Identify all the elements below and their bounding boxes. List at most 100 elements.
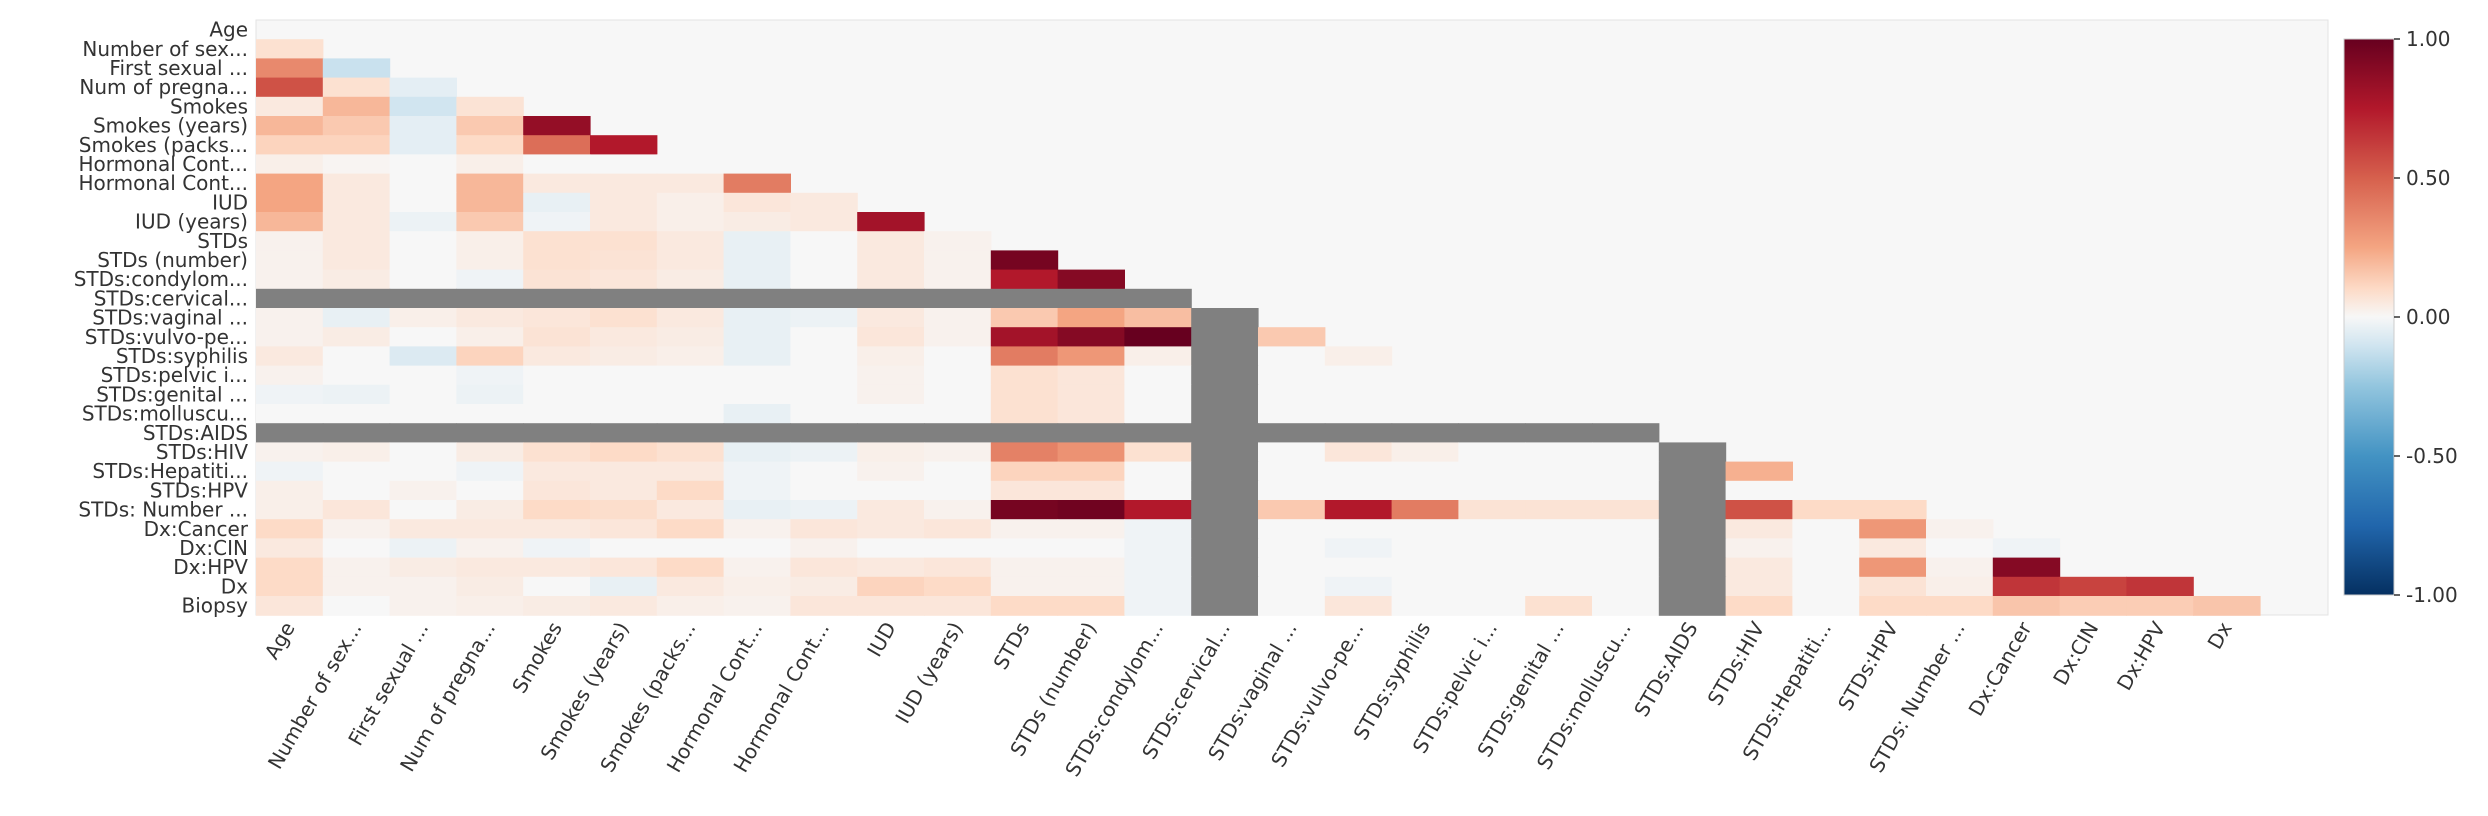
heatmap-cell bbox=[1592, 596, 1660, 616]
heatmap-cell bbox=[389, 96, 457, 117]
heatmap-cell bbox=[322, 96, 391, 117]
heatmap-cell bbox=[1057, 346, 1125, 367]
heatmap-cell bbox=[656, 442, 725, 463]
heatmap-cell bbox=[656, 480, 725, 501]
heatmap-cell bbox=[389, 576, 457, 597]
heatmap-cell bbox=[322, 557, 391, 578]
heatmap-cell bbox=[723, 480, 791, 501]
heatmap-cell bbox=[389, 384, 457, 405]
heatmap-cell bbox=[656, 231, 725, 251]
heatmap-cell bbox=[456, 423, 524, 443]
heatmap-cell bbox=[322, 538, 391, 559]
heatmap-cell bbox=[1124, 404, 1192, 424]
heatmap-cell bbox=[990, 365, 1059, 386]
heatmap-cell bbox=[1124, 538, 1192, 559]
heatmap-cell bbox=[1525, 404, 1593, 424]
colorbar-ticks: 1.00 0.50 0.00 -0.50 -1.00 bbox=[2394, 27, 2458, 607]
heatmap-cell bbox=[790, 557, 858, 578]
heatmap-cell bbox=[1458, 404, 1526, 424]
heatmap-cell bbox=[924, 538, 992, 559]
heatmap-cell bbox=[924, 557, 992, 578]
heatmap-cell bbox=[1525, 596, 1593, 616]
heatmap-cell bbox=[990, 250, 1059, 271]
heatmap-cell bbox=[456, 346, 524, 367]
y-tick-label: Dx:HPV bbox=[173, 555, 248, 579]
heatmap-cell bbox=[389, 596, 457, 616]
x-tick-label: Dx:Cancer bbox=[1964, 617, 2037, 720]
heatmap-cell bbox=[256, 212, 324, 232]
heatmap-cell bbox=[656, 154, 725, 175]
heatmap-cell bbox=[990, 288, 1059, 309]
colorbar: 1.00 0.50 0.00 -0.50 -1.00 bbox=[2343, 27, 2458, 607]
heatmap-cell bbox=[1458, 557, 1526, 578]
heatmap-cell bbox=[322, 442, 391, 463]
heatmap-cell bbox=[857, 404, 925, 424]
heatmap-cell bbox=[1525, 442, 1593, 463]
heatmap-cell bbox=[256, 461, 324, 482]
heatmap-cell bbox=[590, 231, 658, 251]
heatmap-cell bbox=[1124, 327, 1192, 347]
heatmap-cell bbox=[1057, 500, 1125, 520]
heatmap-cell bbox=[790, 576, 858, 597]
heatmap-cell bbox=[389, 192, 457, 213]
heatmap-cell bbox=[389, 346, 457, 367]
heatmap-cell bbox=[322, 154, 391, 175]
heatmap-cell bbox=[456, 288, 524, 309]
heatmap-cell bbox=[857, 308, 925, 328]
heatmap-cell bbox=[1458, 442, 1526, 463]
heatmap-cell bbox=[1191, 308, 1259, 328]
heatmap-cell bbox=[1391, 500, 1459, 520]
heatmap-cell bbox=[656, 557, 725, 578]
heatmap-cell bbox=[1792, 596, 1860, 616]
heatmap-cell bbox=[1926, 519, 1994, 539]
colorbar-gradient bbox=[2343, 38, 2395, 596]
y-tick-label: STDs:pelvic i... bbox=[101, 363, 248, 387]
y-tick-label: Biopsy bbox=[182, 594, 249, 618]
heatmap-cell bbox=[656, 346, 725, 367]
heatmap-cell bbox=[1124, 288, 1192, 309]
heatmap-cell bbox=[256, 538, 324, 559]
heatmap-cell bbox=[924, 250, 992, 271]
heatmap-cell bbox=[857, 480, 925, 501]
heatmap-cell bbox=[523, 500, 591, 520]
heatmap-cell bbox=[790, 461, 858, 482]
heatmap-cell bbox=[1258, 480, 1326, 501]
heatmap-cell bbox=[723, 250, 791, 271]
heatmap-cell bbox=[456, 500, 524, 520]
heatmap-cell bbox=[924, 596, 992, 616]
heatmap-cell bbox=[389, 77, 457, 98]
heatmap-cell bbox=[924, 308, 992, 328]
heatmap-cell bbox=[590, 308, 658, 328]
heatmap-cell bbox=[1525, 576, 1593, 597]
heatmap-cell bbox=[256, 327, 324, 347]
heatmap-cell bbox=[723, 596, 791, 616]
heatmap-cell bbox=[523, 365, 591, 386]
heatmap-cell bbox=[590, 423, 658, 443]
heatmap-cell bbox=[1658, 576, 1727, 597]
heatmap-cell bbox=[1859, 538, 1927, 559]
heatmap-cell bbox=[322, 346, 391, 367]
x-tick-label: STDs bbox=[988, 618, 1034, 674]
heatmap-cell bbox=[256, 557, 324, 578]
heatmap-cell bbox=[1792, 576, 1860, 597]
heatmap-cell bbox=[656, 327, 725, 347]
heatmap-cell bbox=[256, 346, 324, 367]
heatmap-cell bbox=[256, 116, 324, 136]
heatmap-cell bbox=[1191, 500, 1259, 520]
heatmap-cell bbox=[456, 538, 524, 559]
heatmap-cell bbox=[590, 192, 658, 213]
heatmap-cell bbox=[1391, 480, 1459, 501]
heatmap-cell bbox=[1057, 384, 1125, 405]
heatmap-cell bbox=[990, 327, 1059, 347]
heatmap-cell bbox=[1391, 442, 1459, 463]
heatmap-cell bbox=[1258, 365, 1326, 386]
heatmap-cell bbox=[924, 346, 992, 367]
heatmap-cell bbox=[1592, 461, 1660, 482]
heatmap-cell bbox=[256, 269, 324, 290]
heatmap-cell bbox=[523, 480, 591, 501]
y-tick-label: Hormonal Cont... bbox=[78, 171, 248, 195]
heatmap-cell bbox=[790, 596, 858, 616]
heatmap-cell bbox=[924, 365, 992, 386]
heatmap-cell bbox=[1057, 596, 1125, 616]
